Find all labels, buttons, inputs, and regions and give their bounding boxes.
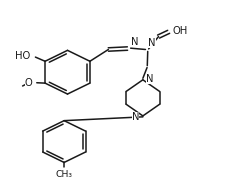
Text: OH: OH [173, 26, 188, 36]
Text: O: O [25, 78, 32, 88]
Text: N: N [132, 112, 139, 122]
Text: CH₃: CH₃ [56, 170, 73, 179]
Text: HO: HO [15, 51, 30, 61]
Text: N: N [148, 38, 156, 48]
Text: N: N [131, 37, 138, 47]
Text: N: N [146, 74, 154, 84]
